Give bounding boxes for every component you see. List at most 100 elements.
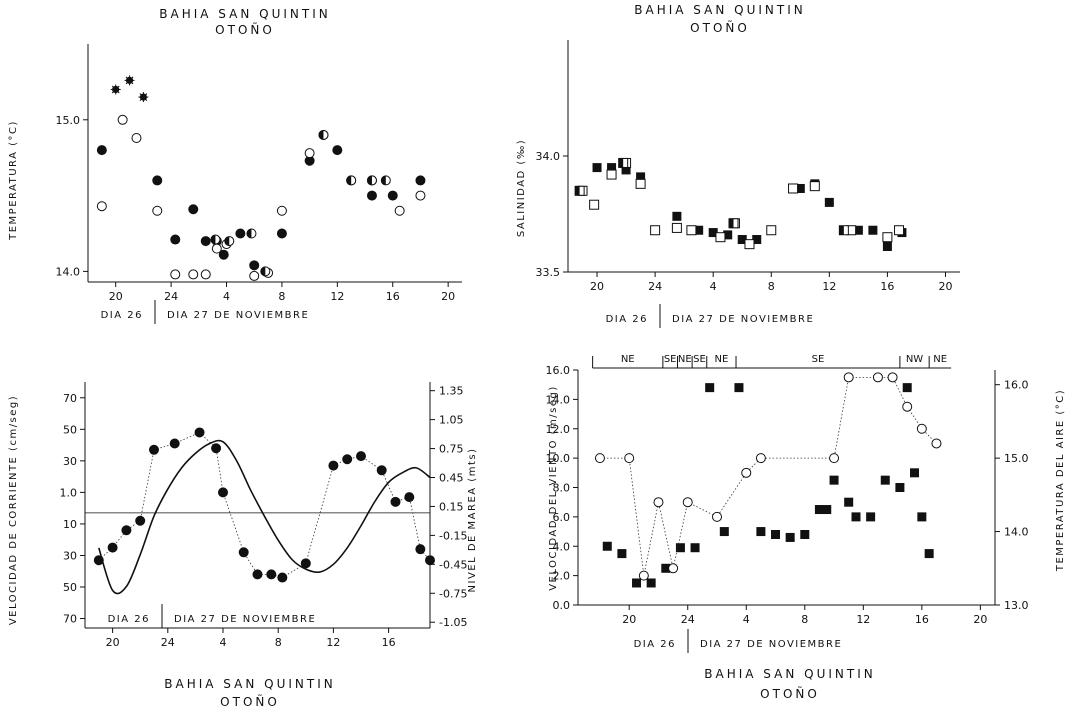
salinity-chart: BAHIA SAN QUINTIN OTOÑO 20 24 4 8 12 16 20 33.5 34… (516, 3, 960, 328)
data-point-filled-circle (96, 145, 107, 156)
data-point-open-square (882, 232, 893, 243)
x-tick-label: 12 (822, 280, 836, 293)
data-point-filled-circle (218, 487, 228, 498)
data-point-filled-circle (169, 438, 180, 449)
x-axis-label-day27: DIA 27 DE NOVIEMBRE (174, 614, 316, 625)
series-connector-line (599, 376, 937, 576)
data-point-open-circle (276, 205, 287, 216)
data-point-open-circle (304, 148, 315, 159)
x-tick-label: 24 (681, 613, 695, 626)
data-point-filled-square (602, 541, 612, 551)
data-point-star (110, 84, 121, 95)
wind-velocity-chart: BAHIA SAN QUINTIN OTOÑO 20 24 4 8 12 16 20 0.0 2.0… (546, 354, 1067, 701)
x-tick-label: 8 (801, 613, 808, 626)
wind-direction-label: SE (812, 354, 825, 365)
y-tick-label: 15.0 (56, 114, 81, 127)
y2-tick-label: 1.05 (439, 414, 464, 427)
data-point-half-circle (246, 228, 257, 239)
x-tick-label: 12 (330, 290, 344, 303)
data-point-filled-square (822, 505, 832, 515)
x-axis-label-day26: DIA 26 (606, 314, 648, 325)
data-point-filled-circle (300, 558, 311, 569)
data-point-filled-circle (356, 451, 366, 462)
data-point-filled-circle (387, 190, 398, 201)
data-point-filled-square (632, 578, 642, 588)
data-point-filled-circle (218, 249, 229, 260)
data-point-open-circle (682, 497, 693, 508)
y-tick-label: 14.0 (546, 393, 571, 406)
data-point-filled-square (723, 230, 733, 240)
data-point-filled-circle (276, 228, 287, 239)
y2-tick-label: -1.05 (439, 616, 467, 629)
data-point-half-circle (346, 175, 357, 186)
x-axis-label-day27: DIA 27 DE NOVIEMBRE (167, 310, 309, 321)
y-tick-label: 1.0 (60, 486, 78, 499)
data-point-filled-circle (366, 190, 377, 201)
data-point-filled-square (661, 563, 671, 573)
chart-title-line: BAHIA SAN QUINTIN (159, 7, 330, 21)
data-point-open-circle (902, 401, 913, 412)
x-tick-label: 8 (278, 290, 285, 303)
y-tick-label: 6.0 (553, 511, 571, 524)
y-tick-label: 50 (63, 581, 77, 594)
data-point-filled-circle (121, 525, 132, 536)
data-point-filled-square (705, 383, 715, 393)
data-point-filled-square (880, 475, 890, 485)
current-velocity-chart: BAHIA SAN QUINTIN OTOÑO 20 24 4 8 12 16 70 50 30 1.… (8, 382, 478, 709)
data-point-filled-circle (376, 465, 387, 476)
data-point-filled-square (853, 225, 863, 235)
y-tick-label: 8.0 (553, 482, 571, 495)
data-point-filled-circle (235, 228, 246, 239)
y-tick-label: 30 (63, 455, 77, 468)
data-point-open-square (671, 222, 682, 233)
data-point-filled-circle (170, 234, 181, 245)
data-point-filled-square (895, 483, 905, 492)
data-point-filled-square (621, 165, 631, 175)
data-point-filled-circle (342, 454, 353, 465)
y-tick-label: 2.0 (553, 570, 571, 583)
x-tick-label: 20 (622, 613, 636, 626)
data-point-filled-circle (425, 555, 435, 566)
x-axis-label-day26: DIA 26 (108, 614, 150, 625)
data-point-half-circle (318, 129, 329, 140)
y-tick-label: 50 (63, 423, 77, 436)
data-point-filled-square (636, 172, 646, 182)
data-point-half-circle (366, 175, 377, 186)
y-axis-label: SALINIDAD (‰) (516, 139, 527, 237)
x-tick-label: 20 (938, 280, 952, 293)
data-point-filled-square (607, 163, 617, 173)
x-tick-label: 20 (109, 290, 123, 303)
data-point-open-circle (594, 453, 605, 464)
data-point-filled-circle (211, 443, 222, 454)
data-point-open-circle (96, 201, 107, 212)
y2-tick-label: 15.0 (1004, 452, 1029, 465)
data-point-open-circle (638, 570, 649, 581)
x-tick-label: 12 (326, 636, 340, 649)
chart-title-line: OTOÑO (760, 686, 820, 701)
y-axis-label: TEMPERATURA (°C) (8, 120, 19, 241)
y2-axis-label: NIVEL DE MAREA (mts) (467, 448, 478, 593)
data-point-filled-square (800, 530, 810, 539)
data-point-open-circle (200, 269, 211, 280)
data-point-filled-circle (200, 236, 211, 247)
y2-tick-label: 0.75 (439, 443, 464, 456)
y-axis-label: VELOCIDAD DE CORRIENTE (cm/seg) (8, 395, 19, 625)
data-point-filled-square (917, 512, 927, 522)
y-tick-label: 14.0 (56, 265, 81, 278)
x-tick-label: 4 (223, 290, 230, 303)
data-point-half-circle (210, 234, 221, 245)
data-point-filled-square (866, 512, 876, 522)
data-point-star (124, 75, 135, 86)
data-point-open-circle (152, 205, 163, 216)
x-tick-label: 8 (768, 280, 775, 293)
data-point-filled-circle (328, 460, 339, 471)
data-point-filled-square (882, 241, 892, 251)
x-tick-label: 20 (106, 636, 120, 649)
data-point-open-circle (653, 497, 664, 508)
data-point-open-square (894, 225, 905, 236)
data-point-filled-square (617, 549, 627, 559)
x-tick-label: 20 (973, 613, 987, 626)
y2-tick-label: 0.15 (439, 500, 464, 513)
data-point-filled-square (814, 505, 824, 515)
data-point-filled-circle (107, 542, 118, 553)
